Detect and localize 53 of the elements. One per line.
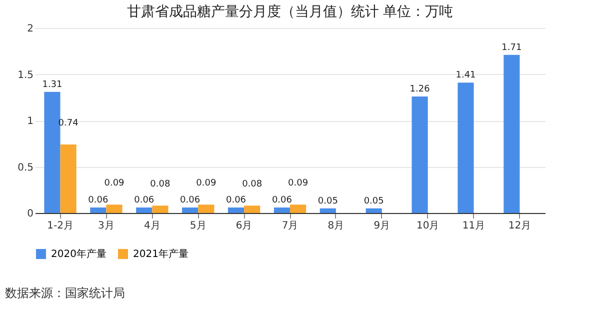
y-tick-label: 0.5 <box>18 162 34 174</box>
x-tick-label: 8月 <box>328 220 344 232</box>
bar <box>136 207 152 213</box>
bar <box>290 204 306 213</box>
data-label: 0.05 <box>318 196 338 206</box>
y-tick-label: 1 <box>27 116 34 127</box>
bar <box>320 208 336 213</box>
legend-label: 2020年产量 <box>51 248 106 260</box>
x-tick-label: 4月 <box>144 220 160 232</box>
x-tick-label: 10月 <box>416 220 440 232</box>
bar <box>366 208 382 213</box>
data-label: 0.09 <box>288 178 308 189</box>
x-tick-label: 1-2月 <box>47 220 74 232</box>
x-tick-label: 3月 <box>98 220 114 232</box>
bar <box>244 206 260 213</box>
chart-title: 甘肃省成品糖产量分月度（当月值）统计 单位：万吨 <box>126 4 454 20</box>
data-label: 0.05 <box>364 196 384 206</box>
data-label: 0.06 <box>134 195 154 206</box>
y-tick-label: 1.5 <box>18 70 34 81</box>
data-label: 1.31 <box>42 80 62 90</box>
data-label: 0.06 <box>88 195 108 206</box>
x-tick-label: 5月 <box>190 220 206 232</box>
bar <box>106 204 122 213</box>
bar <box>504 54 520 213</box>
bar <box>182 207 198 213</box>
bar <box>198 204 214 213</box>
bar <box>90 207 106 213</box>
bar <box>60 144 76 213</box>
x-tick-label: 9月 <box>374 220 390 232</box>
bar <box>152 206 168 213</box>
data-label: 0.08 <box>150 180 170 190</box>
x-tick-label: 6月 <box>236 220 252 232</box>
data-label: 1.26 <box>410 84 430 94</box>
legend-label: 2021年产量 <box>133 248 188 260</box>
x-tick-label: 7月 <box>282 220 298 232</box>
data-label: 0.09 <box>104 178 125 189</box>
y-tick-label: 2 <box>27 24 34 34</box>
source-note: 数据来源：国家统计局 <box>5 286 125 300</box>
data-label: 0.06 <box>226 195 246 206</box>
x-tick-label: 12月 <box>508 220 532 232</box>
bar <box>274 207 290 213</box>
data-label: 0.08 <box>242 180 262 190</box>
bar <box>44 92 60 213</box>
data-label: 1.71 <box>502 42 522 53</box>
data-label: 1.41 <box>456 70 476 81</box>
data-label: 0.09 <box>196 178 216 189</box>
bar <box>228 207 244 213</box>
bar <box>412 96 428 213</box>
data-label: 0.06 <box>272 195 292 206</box>
data-label: 0.06 <box>180 195 200 206</box>
x-tick-label: 11月 <box>462 220 486 232</box>
bar <box>458 82 474 213</box>
y-tick-label: 0 <box>27 208 34 220</box>
